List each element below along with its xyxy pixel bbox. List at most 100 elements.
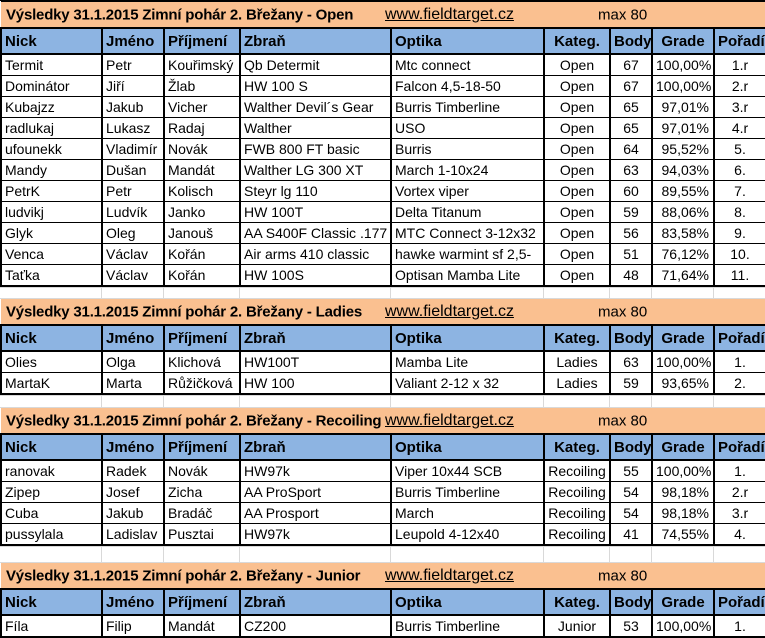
cell-optika: Valiant 2-12 x 32 (390, 372, 545, 395)
cell-prijmeni: Janko (163, 201, 241, 223)
col-header-grade: Grade (651, 27, 715, 55)
cell-grade: 98,18% (651, 481, 715, 503)
cell-body: 53 (609, 614, 653, 638)
cell-jmeno: Lukasz (101, 117, 165, 139)
gridline (163, 288, 164, 298)
cell-jmeno: Václav (101, 264, 165, 287)
cell-optika: Burris Timberline (390, 481, 545, 503)
cell-kateg: Open (543, 264, 611, 287)
cell-poradi: 6. (713, 159, 765, 181)
col-header-body: Body (609, 27, 653, 55)
cell-poradi: 8. (713, 201, 765, 223)
cell-nick: Kubajzz (0, 96, 103, 118)
cell-jmeno: Ludvík (101, 201, 165, 223)
gridline (651, 396, 652, 407)
sheet-gap (0, 546, 765, 563)
table-row: PetrK Petr Kolisch Steyr lg 110 Vortex viper… (0, 180, 765, 202)
cell-body: 54 (609, 481, 653, 503)
cell-kateg: Open (543, 201, 611, 223)
table-row: Dominátor Jiří Žlab HW 100 S Falcon 4,5-18-5… (0, 75, 765, 97)
cell-nick: Olies (0, 350, 103, 373)
table-row: Venca Václav Kořán Air arms 410 classic hawk… (0, 243, 765, 265)
table-row: Mandy Dušan Mandát Walther LG 300 XT March 1… (0, 159, 765, 181)
cell-grade: 88,06% (651, 201, 715, 223)
fieldtarget-link[interactable]: www.fieldtarget.cz (385, 302, 514, 320)
cell-nick: Cuba (0, 502, 103, 524)
cell-jmeno: Jakub (101, 502, 165, 524)
cell-poradi: 4. (713, 523, 765, 546)
cell-nick: Venca (0, 243, 103, 265)
cell-nick: ludvikj (0, 201, 103, 223)
gridline (101, 288, 102, 298)
cell-prijmeni: Kouřimský (163, 53, 241, 76)
cell-body: 63 (609, 159, 653, 181)
cell-body: 67 (609, 53, 653, 76)
col-header-jmeno: Jméno (101, 27, 165, 55)
cell-optika: March (390, 502, 545, 524)
cell-prijmeni: Mandát (163, 159, 241, 181)
fieldtarget-link[interactable]: www.fieldtarget.cz (385, 566, 514, 584)
table-row: Taťka Václav Kořán HW 100S Optisan Mamba Lit… (0, 264, 765, 287)
table-row: Fíla Filip Mandát CZ200 Burris Timberline Jun… (0, 614, 765, 638)
cell-prijmeni: Pusztai (163, 523, 241, 546)
gridline (390, 396, 391, 407)
cell-jmeno: Radek (101, 459, 165, 482)
cell-optika: Burris (390, 138, 545, 160)
gridline (163, 547, 164, 562)
table-row: Termit Petr Kouřimský Qb Determit Mtc connec… (0, 53, 765, 76)
cell-grade: 71,64% (651, 264, 715, 287)
cell-poradi: 4.r (713, 117, 765, 139)
max-points-label: max 80 (598, 412, 648, 429)
cell-jmeno: Petr (101, 53, 165, 76)
col-header-grade: Grade (651, 588, 715, 616)
table-row: Cuba Jakub Bradáč AA Prosport March Recoiling… (0, 502, 765, 524)
cell-poradi: 1. (713, 459, 765, 482)
cell-zbran: FWB 800 FT basic (239, 138, 392, 160)
cell-grade: 93,65% (651, 372, 715, 395)
cell-optika: March 1-10x24 (390, 159, 545, 181)
cell-body: 55 (609, 459, 653, 482)
cell-prijmeni: Janouš (163, 222, 241, 244)
cell-kateg: Recoiling (543, 502, 611, 524)
col-header-zbran: Zbraň (239, 588, 392, 616)
gridline (101, 547, 102, 562)
col-header-nick: Nick (0, 324, 103, 352)
col-header-poradi: Pořadí (713, 324, 765, 352)
col-header-prijmeni: Příjmení (163, 27, 241, 55)
col-header-nick: Nick (0, 27, 103, 55)
col-header-prijmeni: Příjmení (163, 588, 241, 616)
cell-grade: 98,18% (651, 502, 715, 524)
cell-body: 60 (609, 180, 653, 202)
fieldtarget-link[interactable]: www.fieldtarget.cz (385, 5, 514, 23)
cell-jmeno: Jiří (101, 75, 165, 97)
cell-zbran: HW 100 (239, 372, 392, 395)
col-header-prijmeni: Příjmení (163, 433, 241, 461)
cell-optika: hawke warmint sf 2,5- (390, 243, 545, 265)
col-header-prijmeni: Příjmení (163, 324, 241, 352)
cell-zbran: AA Prosport (239, 502, 392, 524)
cell-kateg: Open (543, 138, 611, 160)
section-title-bar-junior: Výsledky 31.1.2015 Zimní pohár 2. Břežan… (1, 563, 765, 589)
cell-prijmeni: Bradáč (163, 502, 241, 524)
section-title-bar-open: Výsledky 31.1.2015 Zimní pohár 2. Břežan… (1, 1, 765, 28)
cell-nick: radlukaj (0, 117, 103, 139)
cell-zbran: HW 100S (239, 264, 392, 287)
results-table-ladies: Výsledky 31.1.2015 Zimní pohár 2. Břežan… (0, 299, 765, 395)
cell-zbran: HW97k (239, 459, 392, 482)
cell-zbran: Walther LG 300 XT (239, 159, 392, 181)
cell-grade: 100,00% (651, 75, 715, 97)
max-points-label: max 80 (598, 6, 648, 23)
col-header-optika: Optika (390, 27, 545, 55)
cell-zbran: HW 100 S (239, 75, 392, 97)
cell-grade: 100,00% (651, 614, 715, 638)
fieldtarget-link[interactable]: www.fieldtarget.cz (385, 411, 514, 429)
cell-grade: 100,00% (651, 350, 715, 373)
cell-grade: 97,01% (651, 117, 715, 139)
col-header-body: Body (609, 324, 653, 352)
col-header-body: Body (609, 433, 653, 461)
gridline (713, 547, 714, 562)
col-header-optika: Optika (390, 324, 545, 352)
cell-grade: 94,03% (651, 159, 715, 181)
cell-jmeno: Dušan (101, 159, 165, 181)
table-row: Zipep Josef Zicha AA ProSport Burris Timberl… (0, 481, 765, 503)
